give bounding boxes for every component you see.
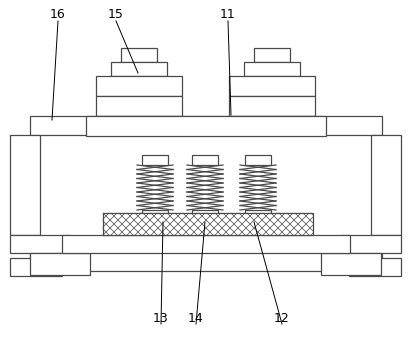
Bar [30, 116, 382, 271]
Text: 16: 16 [50, 8, 66, 21]
Bar [341, 235, 401, 253]
Bar [229, 76, 315, 96]
Text: 15: 15 [108, 8, 124, 21]
Bar [10, 135, 40, 235]
Bar [229, 96, 315, 116]
Bar [103, 213, 313, 235]
Bar [111, 62, 167, 76]
Bar [349, 258, 401, 276]
Bar [121, 48, 157, 62]
Bar [96, 76, 182, 96]
Bar [96, 96, 182, 116]
Bar [142, 155, 168, 165]
Bar [245, 210, 271, 220]
Text: 11: 11 [220, 8, 236, 21]
Bar [245, 155, 271, 165]
Text: 12: 12 [274, 312, 290, 324]
Bar [10, 235, 70, 253]
Bar [192, 210, 218, 220]
Bar [142, 210, 168, 220]
Bar [30, 253, 90, 275]
Text: 13: 13 [153, 312, 169, 324]
Bar [192, 155, 218, 165]
Bar [244, 62, 300, 76]
Bar [86, 116, 326, 136]
Bar [62, 235, 350, 253]
Bar [321, 253, 381, 275]
Bar [10, 258, 62, 276]
Bar [254, 48, 290, 62]
Bar [371, 135, 401, 235]
Text: 14: 14 [188, 312, 204, 324]
